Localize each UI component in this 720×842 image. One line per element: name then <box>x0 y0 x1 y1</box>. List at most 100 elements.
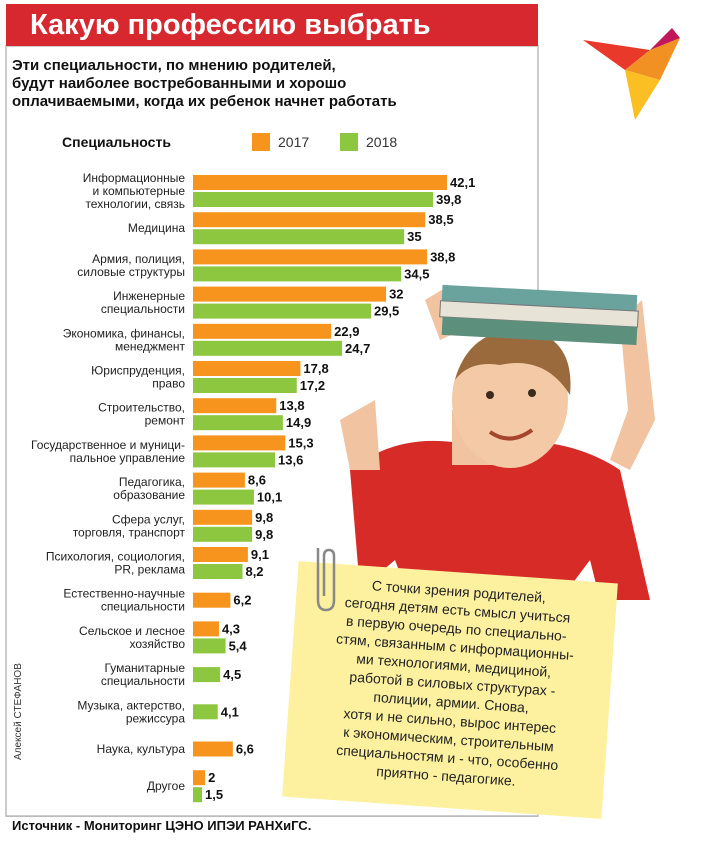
value-label: 35 <box>407 229 421 244</box>
value-label: 9,8 <box>255 510 273 525</box>
category-label: Музыка, актерство, <box>77 698 185 712</box>
category-label: Другое <box>147 779 185 793</box>
bar <box>193 212 426 228</box>
category-label: пальное управление <box>70 451 186 465</box>
value-label: 38,8 <box>430 249 455 264</box>
bar <box>193 378 297 393</box>
bar <box>193 249 428 265</box>
subtitle-line: Эти специальности, по мнению родителей, <box>12 57 336 74</box>
bar <box>193 547 248 562</box>
category-label: образование <box>113 488 185 502</box>
value-label: 8,6 <box>248 473 266 488</box>
category-label: Медицина <box>128 221 185 235</box>
bar <box>193 621 219 637</box>
legend-label: 2017 <box>278 134 309 150</box>
category-label: хозяйство <box>129 637 185 651</box>
legend-swatch <box>340 133 358 151</box>
category-label: Строительство, <box>98 401 185 415</box>
bar <box>193 286 387 302</box>
category-label: ремонт <box>145 414 186 428</box>
bar <box>193 526 253 542</box>
bar <box>193 415 283 431</box>
value-label: 13,6 <box>278 452 303 467</box>
legend-swatch <box>252 133 270 151</box>
title-bar <box>6 4 538 46</box>
value-label: 22,9 <box>334 324 359 339</box>
bar <box>193 229 405 245</box>
bar <box>193 667 221 683</box>
category-label: технологии, связь <box>85 197 185 211</box>
legend-label: 2018 <box>366 134 397 150</box>
category-label: силовые структуры <box>77 265 185 279</box>
bar <box>193 741 233 757</box>
category-label: Инженерные <box>113 289 185 303</box>
value-label: 4,5 <box>223 667 241 682</box>
category-label: Психология, социология, <box>46 550 185 564</box>
bar <box>193 340 343 356</box>
category-label: Педагогика, <box>119 475 185 489</box>
category-label: Естественно-научные <box>63 587 185 601</box>
callout: С точки зрения родителей,сегодня детям е… <box>282 561 618 819</box>
bar <box>193 592 231 608</box>
value-label: 2 <box>208 770 215 785</box>
category-label: специальности <box>101 302 185 316</box>
bar <box>193 704 218 720</box>
bar <box>193 435 286 451</box>
value-label: 5,4 <box>229 638 248 653</box>
bar <box>193 452 276 468</box>
bar <box>193 770 206 786</box>
value-label: 4,3 <box>222 621 240 636</box>
category-label: менеджмент <box>115 339 186 353</box>
category-label: Государственное и муници- <box>31 438 185 452</box>
value-label: 38,5 <box>428 212 453 227</box>
author: Алексей СТЕФАНОВ <box>13 663 24 760</box>
category-label: Гуманитарные <box>105 661 186 675</box>
bar <box>193 472 245 488</box>
bar <box>193 361 301 376</box>
bar <box>193 192 434 207</box>
category-label: PR, реклама <box>114 563 185 577</box>
category-label: Наука, культура <box>97 742 186 756</box>
category-label: и компьютерные <box>93 184 186 198</box>
value-label: 42,1 <box>450 175 475 190</box>
value-label: 34,5 <box>404 266 429 281</box>
category-label: Сельское и лесное <box>79 624 185 638</box>
value-label: 17,8 <box>303 361 328 376</box>
category-label: Юриспруденция, <box>91 364 185 378</box>
category-label: специальности <box>101 674 185 688</box>
bar <box>193 303 371 319</box>
subtitle-line: будут наиболее востребованными и хорошо <box>12 75 346 92</box>
value-label: 8,2 <box>245 564 263 579</box>
value-label: 29,5 <box>374 304 399 319</box>
bar <box>193 489 254 505</box>
category-label: специальности <box>101 600 185 614</box>
category-label: режиссура <box>126 711 185 725</box>
category-label: торговля, транспорт <box>73 525 186 539</box>
bar <box>193 564 243 579</box>
callout-box <box>282 561 618 819</box>
value-label: 9,1 <box>251 547 269 562</box>
bar <box>193 638 226 654</box>
value-label: 10,1 <box>257 490 282 505</box>
bar <box>193 509 253 525</box>
value-label: 15,3 <box>288 435 313 450</box>
category-label: Армия, полиция, <box>92 252 185 266</box>
bar <box>193 398 277 414</box>
value-label: 17,2 <box>300 378 325 393</box>
bar <box>193 175 447 190</box>
value-label: 9,8 <box>255 527 273 542</box>
subtitle-line: оплачиваемыми, когда их ребенок начнет р… <box>12 93 397 110</box>
value-label: 13,8 <box>279 398 304 413</box>
logo <box>583 28 680 120</box>
chart-title: Какую профессию выбрать <box>30 9 431 41</box>
value-label: 4,1 <box>221 704 239 719</box>
bar <box>193 266 402 282</box>
value-label: 32 <box>389 287 403 302</box>
source: Источник - Мониторинг ЦЭНО ИПЭИ РАНХиГС. <box>12 818 311 833</box>
boy-illustration <box>340 284 655 600</box>
bar <box>193 787 203 803</box>
legend-title: Специальность <box>62 134 171 150</box>
bar <box>193 323 332 339</box>
category-label: право <box>152 377 185 391</box>
